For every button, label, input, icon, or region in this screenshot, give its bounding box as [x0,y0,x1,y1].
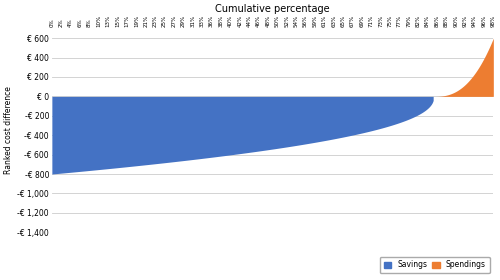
Y-axis label: Ranked cost difference: Ranked cost difference [4,87,13,174]
Legend: Savings, Spendings: Savings, Spendings [380,256,490,273]
Title: Cumulative percentage: Cumulative percentage [216,4,330,14]
